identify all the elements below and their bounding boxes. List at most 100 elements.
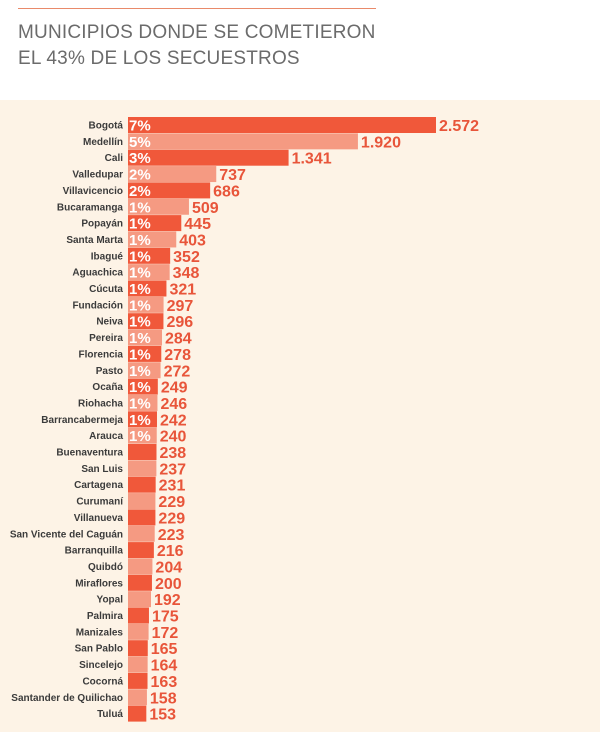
value-label: 737	[219, 167, 246, 184]
category-label: San Pablo	[75, 644, 123, 655]
bar	[128, 493, 156, 510]
category-label: Valledupar	[72, 170, 123, 181]
category-label: Neiva	[96, 317, 123, 328]
bar	[128, 117, 436, 133]
value-label: 296	[166, 314, 193, 331]
category-label: Ocaña	[92, 382, 123, 393]
bar	[128, 166, 217, 183]
bar	[128, 215, 182, 232]
category-label: Ibagué	[91, 251, 124, 262]
bar	[128, 427, 157, 444]
bar	[128, 149, 289, 166]
percent-label: 5%	[129, 134, 151, 151]
category-label: Bogotá	[89, 121, 124, 132]
value-label: 278	[164, 347, 191, 364]
bar	[128, 558, 153, 575]
category-label: Curumaní	[76, 497, 124, 508]
bar	[128, 198, 189, 215]
value-label: 509	[192, 200, 219, 217]
percent-label: 1%	[129, 314, 151, 331]
value-label: 249	[161, 380, 188, 397]
category-label: Cúcuta	[89, 284, 123, 295]
title-rule	[18, 8, 376, 9]
bar	[128, 460, 157, 477]
bar	[128, 640, 148, 657]
value-label: 284	[165, 331, 192, 348]
category-label: Arauca	[89, 431, 123, 442]
percent-label: 1%	[129, 395, 151, 412]
bar	[128, 574, 152, 591]
percent-label: 1%	[129, 281, 151, 298]
value-label: 403	[179, 232, 206, 249]
category-label: Bucaramanga	[57, 202, 124, 213]
category-label: San Luis	[81, 464, 123, 475]
bar	[128, 672, 148, 689]
category-label: Cali	[105, 153, 124, 164]
bar	[128, 378, 158, 395]
value-label: 348	[173, 265, 200, 282]
category-label: Santa Marta	[66, 235, 123, 246]
bar	[128, 345, 162, 362]
percent-label: 3%	[129, 150, 151, 167]
value-label: 272	[164, 363, 191, 380]
bar	[128, 182, 211, 199]
category-label: Popayán	[81, 219, 123, 230]
value-label: 223	[158, 527, 185, 544]
percent-label: 1%	[129, 428, 151, 445]
category-label: Manizales	[76, 627, 124, 638]
category-label: Pasto	[96, 366, 123, 377]
value-label: 172	[152, 625, 179, 642]
value-label: 192	[154, 592, 181, 609]
category-label: San Vicente del Caguán	[10, 529, 123, 540]
percent-label: 2%	[129, 167, 151, 184]
bar	[128, 525, 155, 542]
chart-title-line-2: EL 43% DE LOS SECUESTROS	[18, 48, 300, 69]
percent-label: 1%	[129, 199, 151, 216]
category-label: Cocorná	[82, 676, 123, 687]
value-label: 321	[169, 282, 196, 299]
percent-label: 1%	[129, 330, 151, 347]
bar	[128, 607, 149, 624]
value-label: 1.920	[361, 134, 401, 151]
value-label: 297	[167, 298, 194, 315]
category-label: Riohacha	[78, 398, 123, 409]
chart-title: MUNICIPIOS DONDE SE COMETIERON EL 43% DE…	[18, 20, 438, 72]
value-label: 153	[149, 707, 176, 724]
percent-label: 1%	[129, 379, 151, 396]
bar	[128, 264, 170, 281]
value-label: 240	[160, 429, 187, 446]
percent-label: 1%	[129, 363, 151, 380]
category-label: Sincelejo	[79, 660, 123, 671]
value-label: 352	[173, 249, 200, 266]
percent-label: 1%	[129, 232, 151, 249]
bar	[128, 394, 158, 411]
bar	[128, 656, 148, 673]
category-label: Santander de Quilichao	[11, 693, 123, 704]
bar	[128, 689, 147, 706]
value-label: 175	[152, 609, 179, 626]
bar	[128, 280, 167, 297]
bar	[128, 542, 154, 559]
percent-label: 1%	[129, 346, 151, 363]
category-label: Medellín	[83, 137, 123, 148]
bar	[128, 444, 157, 460]
bar	[128, 133, 358, 150]
category-label: Cartagena	[74, 480, 123, 491]
category-label: Palmira	[87, 611, 124, 622]
category-label: Barrancabermeja	[41, 415, 123, 426]
bar	[128, 705, 147, 722]
category-label: Buenaventura	[56, 448, 123, 459]
bar	[128, 623, 149, 640]
category-label: Villanueva	[74, 513, 124, 524]
value-label: 163	[151, 674, 178, 691]
value-label: 445	[184, 216, 211, 233]
bar	[128, 509, 156, 526]
value-label: 238	[160, 445, 187, 462]
bar	[128, 313, 164, 330]
bar	[128, 362, 161, 379]
percent-label: 1%	[129, 265, 151, 282]
value-label: 229	[158, 510, 185, 527]
category-label: Yopal	[97, 595, 124, 606]
value-label: 164	[151, 658, 178, 675]
